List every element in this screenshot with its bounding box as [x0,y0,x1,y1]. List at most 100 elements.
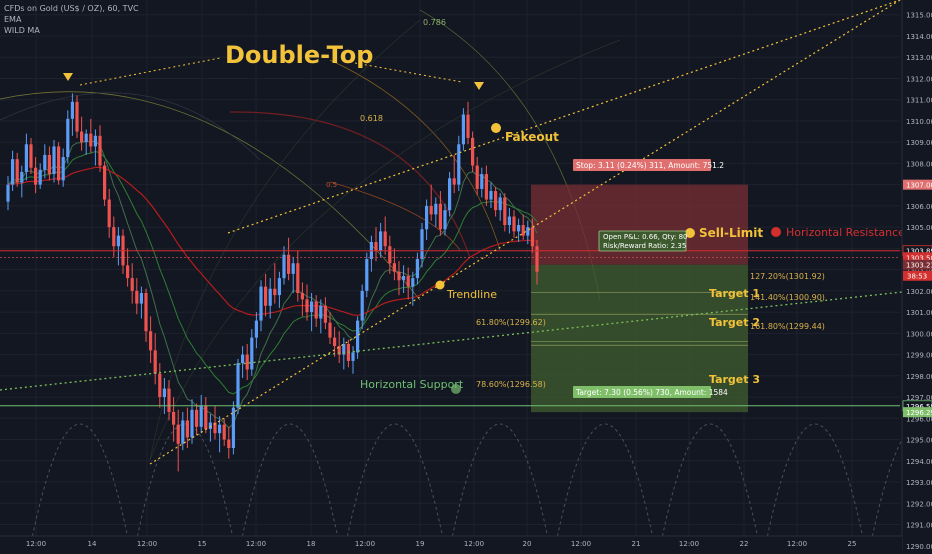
candle-body[interactable] [328,322,332,338]
candle[interactable] [254,312,258,349]
stop-price-tag[interactable] [903,179,932,190]
candle[interactable] [176,409,180,472]
candle[interactable] [319,299,323,334]
candle-body[interactable] [397,271,401,281]
candle[interactable] [291,256,295,293]
candle[interactable] [507,208,511,234]
candle[interactable] [475,157,479,196]
candle[interactable] [356,316,360,359]
candle-body[interactable] [52,146,56,175]
horizontal-support-label[interactable]: Horizontal Support [360,378,464,391]
candle[interactable] [337,331,341,364]
candle[interactable] [264,273,268,317]
candle[interactable] [512,210,516,238]
candle-body[interactable] [530,227,534,247]
candle-body[interactable] [135,290,139,304]
wild-ma-indicator-label[interactable]: WILD MA [4,26,40,35]
candle-body[interactable] [314,301,318,319]
candle[interactable] [323,297,327,330]
candle[interactable] [149,316,153,364]
candle[interactable] [434,197,438,228]
candle-body[interactable] [29,144,33,168]
candle[interactable] [218,416,222,453]
candle[interactable] [107,188,111,238]
candle[interactable] [360,284,364,330]
candle[interactable] [222,418,226,446]
candle-body[interactable] [466,114,470,138]
candle-body[interactable] [75,101,79,132]
candle-body[interactable] [521,225,525,236]
channel-upper-line[interactable] [227,0,901,234]
candle[interactable] [397,261,401,296]
candle-body[interactable] [360,290,364,321]
candle[interactable] [484,165,488,206]
candle-body[interactable] [443,210,447,230]
candle[interactable] [402,265,406,293]
candle-body[interactable] [89,133,93,147]
candle[interactable] [415,252,419,285]
candle[interactable] [480,167,484,198]
candle[interactable] [388,235,392,274]
candle-body[interactable] [24,144,28,172]
candle[interactable] [24,133,28,181]
candle-body[interactable] [185,420,189,438]
candle-body[interactable] [80,131,84,143]
candle-body[interactable] [227,439,231,449]
candle-body[interactable] [277,278,281,296]
candle[interactable] [6,176,10,211]
candle-body[interactable] [379,231,383,251]
candle[interactable] [190,399,194,444]
candle[interactable] [130,263,134,304]
candle-body[interactable] [254,320,258,338]
stop-zone[interactable] [531,184,748,265]
candle[interactable] [282,246,286,285]
current-price-tag[interactable] [903,252,932,263]
candle[interactable] [300,282,304,317]
candle-body[interactable] [457,144,461,185]
candle[interactable] [135,278,139,315]
candle-body[interactable] [139,292,143,304]
candle[interactable] [273,263,277,304]
candle[interactable] [471,131,475,172]
candle[interactable] [457,135,461,192]
candle-body[interactable] [70,101,74,119]
candle-body[interactable] [305,299,309,313]
long-trendline[interactable] [0,288,931,391]
candle-body[interactable] [213,422,217,434]
candle-body[interactable] [287,254,291,274]
candle[interactable] [236,358,240,415]
candle[interactable] [103,161,107,206]
candle-body[interactable] [38,169,42,185]
candle-body[interactable] [448,178,452,211]
candle[interactable] [461,108,465,151]
candle-body[interactable] [461,114,465,145]
candle[interactable] [333,326,337,357]
candle[interactable] [250,329,254,376]
candle[interactable] [84,129,88,155]
candle[interactable] [80,116,84,151]
candle-body[interactable] [535,246,539,272]
candle-body[interactable] [153,350,157,374]
candle-body[interactable] [296,263,300,293]
candle[interactable] [268,278,272,319]
horizontal-resistance-label[interactable]: Horizontal Resistance [786,226,905,239]
candle[interactable] [526,220,530,245]
candle[interactable] [517,218,521,243]
candle-body[interactable] [438,203,442,230]
candle-body[interactable] [208,422,212,429]
candle-body[interactable] [429,205,433,215]
candle-body[interactable] [11,159,15,185]
candle-body[interactable] [66,118,70,158]
candle-body[interactable] [452,178,456,185]
candle[interactable] [52,140,56,183]
candle-body[interactable] [365,259,369,291]
candle[interactable] [199,394,203,434]
candle-body[interactable] [291,263,295,274]
candle[interactable] [448,171,452,217]
candle[interactable] [521,214,525,240]
candle[interactable] [277,271,281,308]
candle-body[interactable] [34,167,38,185]
candle[interactable] [70,93,74,136]
candle[interactable] [158,363,162,408]
candle[interactable] [494,186,498,217]
